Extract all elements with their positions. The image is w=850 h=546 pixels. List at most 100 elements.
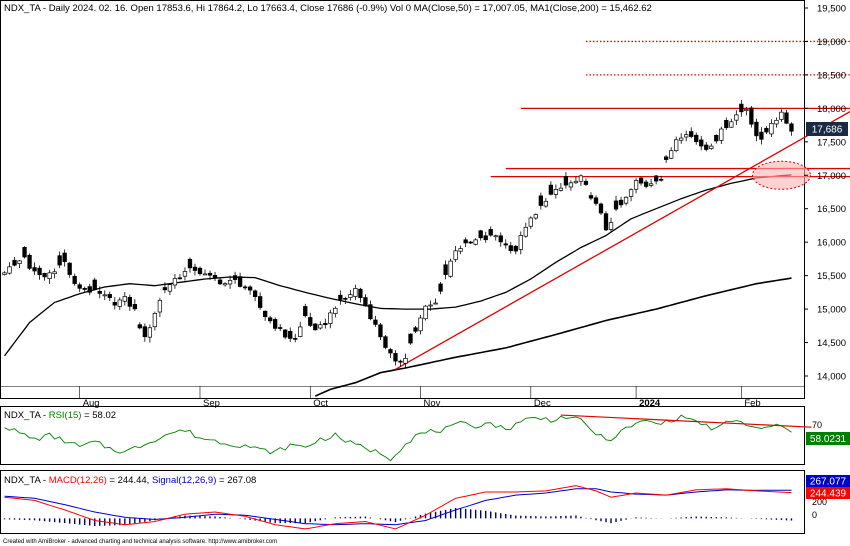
candle [714,134,719,144]
candle [448,258,453,278]
candle [694,132,699,145]
candle [393,350,398,366]
candle [313,323,318,331]
price-tick-label: 15,000 [817,305,846,316]
candle [418,314,423,335]
candle [764,126,769,134]
candle [603,211,609,232]
candle [568,180,574,191]
price-tick-label: 18,000 [817,104,846,115]
candle [508,242,513,254]
price-title-prefix: NDX_TA - Daily 2024. 02. 16. Open 17853.… [4,3,411,14]
candle [623,196,629,206]
candle [729,118,734,128]
price-panel [0,0,805,399]
signal-title-value: = 267.08 [219,475,256,486]
candle [127,294,132,311]
candle [548,181,554,196]
candle [117,297,122,310]
candle [628,188,634,202]
trendlines [395,40,850,370]
candle [177,274,183,280]
candle [167,283,173,296]
candle [774,117,779,128]
candle [523,222,528,238]
candle [704,142,709,152]
candle [739,99,744,117]
candle [608,217,614,233]
candle [478,229,483,241]
candle [237,272,243,288]
candle [749,106,754,128]
candle [553,184,559,199]
candle [653,174,659,185]
date-tick-label: Nov [424,398,441,409]
candle [613,195,619,212]
candle [648,178,654,188]
candle [62,249,67,267]
candle [42,272,47,281]
macd-line [4,485,792,530]
rsi-tick-70: 70 [812,420,822,430]
price-tick-label: 16,500 [817,204,846,215]
candle [263,310,268,321]
candle [318,321,323,330]
rsi-divergence-line [560,414,812,428]
candle [137,322,142,330]
rsi-last-label: 58.0231 [810,434,847,445]
candle [473,238,478,246]
candle [328,309,333,329]
candle [488,226,493,237]
candle [679,133,684,144]
candle [358,287,363,303]
candle [278,324,283,332]
price-tick-label: 17,500 [817,137,846,148]
price-axis: 19,500 19,000 18,500 18,000 17,500 17,000 16,5… [804,4,846,383]
candle [458,245,463,255]
candle [122,292,127,306]
candle [87,283,92,296]
rsi-title-prefix: NDX_TA - [4,410,46,421]
candle [453,245,458,263]
candle [107,291,112,302]
candle [423,304,428,321]
candle [658,175,664,182]
macd-title-name: MACD(12,26) [49,475,107,486]
candle [102,290,107,300]
candle [789,122,794,136]
candle [643,179,649,189]
date-tick-label: Feb [744,398,760,409]
candle [538,192,543,210]
price-tick-label: 18,500 [817,70,846,81]
moving-averages [3,174,792,397]
price-tick-label: 15,500 [817,271,846,282]
candle [618,196,624,208]
candle [463,237,468,248]
candle [67,262,72,278]
candle [27,253,32,270]
candle [699,136,704,151]
candle [719,126,724,145]
candle [498,232,503,247]
price-tick-label: 19,000 [817,37,846,48]
ma50-line [3,174,792,357]
last-close-label: 17,686 [812,125,843,136]
svg-text:NDX_TA - MACD(12,26) =: NDX_TA - MACD(12,26) = 244.44, Signal(12… [4,475,256,486]
rsi-title-value: = 58.02 [84,410,116,421]
macd-tick-0: 0 [812,510,817,520]
candle [759,127,764,145]
svg-text:NDX_TA - RSI(15) = 58.: NDX_TA - RSI(15) = 58.02 [4,410,116,421]
trendline [395,110,850,370]
candle [513,244,518,255]
candle [152,311,158,331]
candle [273,317,278,331]
price-tick-label: 14,500 [817,338,846,349]
date-tick-label: Sep [203,398,220,409]
candle [633,178,639,194]
candle [132,299,137,311]
candle [468,240,473,245]
signal-last-label: 267.077 [810,477,847,488]
candle [664,155,669,163]
candles [2,99,794,368]
